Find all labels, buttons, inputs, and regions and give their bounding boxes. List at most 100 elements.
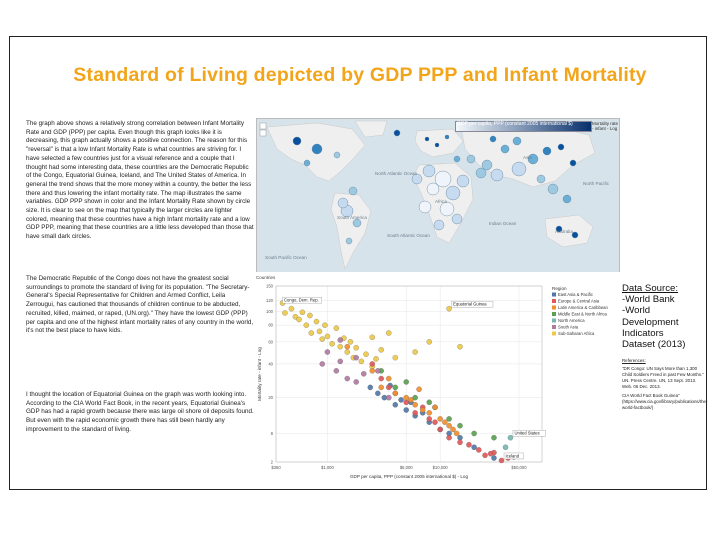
scatter-point[interactable]	[337, 343, 343, 350]
map-country-bubble[interactable]	[345, 237, 353, 245]
legend-item[interactable]: North America	[558, 318, 585, 323]
map-country-bubble[interactable]	[466, 154, 476, 164]
legend-item[interactable]: South Asia	[558, 325, 579, 330]
scatter-point[interactable]	[296, 316, 302, 323]
map-country-bubble[interactable]	[348, 186, 358, 196]
scatter-point[interactable]	[403, 407, 409, 413]
scatter-point[interactable]	[361, 371, 367, 377]
scatter-point[interactable]	[378, 347, 384, 353]
legend-item[interactable]: Sub-Saharan Africa	[558, 331, 595, 336]
scatter-point[interactable]	[412, 402, 418, 408]
scatter-point[interactable]	[375, 368, 381, 374]
scatter-point[interactable]	[446, 422, 452, 429]
scatter-point[interactable]	[369, 368, 376, 374]
map-country-bubble[interactable]	[422, 164, 436, 178]
scatter-point[interactable]	[432, 404, 438, 411]
scatter-point[interactable]	[426, 416, 432, 422]
map-country-bubble[interactable]	[571, 231, 579, 239]
scatter-point[interactable]	[437, 416, 443, 422]
scatter-point[interactable]	[347, 339, 354, 345]
map-country-bubble[interactable]	[411, 173, 423, 185]
scatter-point[interactable]	[329, 341, 335, 347]
scatter-point[interactable]	[333, 325, 340, 331]
scatter-point[interactable]	[322, 322, 328, 328]
map-country-bubble[interactable]	[445, 185, 461, 201]
map-country-bubble[interactable]	[569, 159, 577, 167]
map-country-bubble[interactable]	[303, 159, 311, 167]
scatter-point[interactable]	[386, 394, 392, 401]
map-country-bubble[interactable]	[433, 219, 445, 231]
scatter-point[interactable]	[386, 384, 392, 391]
scatter-point[interactable]	[450, 426, 456, 433]
scatter-point[interactable]	[386, 330, 392, 336]
scatter-point[interactable]	[457, 422, 463, 429]
legend-item[interactable]: Middle East & North Africa	[558, 312, 608, 317]
scatter-point[interactable]	[369, 334, 376, 341]
scatter-point[interactable]	[446, 434, 452, 441]
scatter-point[interactable]	[446, 305, 452, 312]
map-country-bubble[interactable]	[490, 168, 504, 182]
scatter-point[interactable]	[412, 394, 418, 401]
scatter-point[interactable]	[432, 419, 438, 425]
scatter-point[interactable]	[337, 337, 343, 343]
map-country-bubble[interactable]	[424, 136, 430, 142]
scatter-point[interactable]	[299, 309, 306, 316]
scatter-point[interactable]	[392, 402, 399, 408]
scatter-point[interactable]	[344, 343, 350, 350]
map-zoom-controls[interactable]	[259, 122, 267, 137]
map-country-bubble[interactable]	[418, 200, 432, 214]
scatter-point[interactable]	[442, 419, 448, 425]
scatter-point[interactable]	[416, 386, 422, 393]
scatter-point[interactable]	[324, 333, 331, 340]
map-country-bubble[interactable]	[453, 155, 461, 163]
scatter-point[interactable]	[353, 379, 359, 385]
scatter-point[interactable]	[437, 426, 443, 433]
map-country-bubble[interactable]	[444, 134, 450, 140]
scatter-point[interactable]	[307, 312, 313, 319]
map-country-bubble[interactable]	[456, 174, 470, 188]
map-country-bubble[interactable]	[439, 201, 455, 217]
map-country-bubble[interactable]	[527, 153, 539, 165]
legend-item[interactable]: Latin America & Caribbean	[558, 305, 608, 310]
legend-item[interactable]: East Asia & Pacific	[558, 292, 593, 297]
scatter-point[interactable]	[426, 399, 432, 406]
map-country-bubble[interactable]	[352, 218, 362, 228]
scatter-point[interactable]	[282, 310, 288, 316]
legend-swatch[interactable]	[552, 292, 556, 297]
scatter-point[interactable]	[313, 318, 320, 325]
map-country-bubble[interactable]	[557, 143, 565, 151]
map-country-bubble[interactable]	[511, 161, 527, 177]
map-country-bubble[interactable]	[562, 194, 572, 204]
scatter-point[interactable]	[457, 434, 463, 441]
legend-swatch[interactable]	[552, 318, 556, 323]
scatter-point[interactable]	[398, 397, 404, 403]
map-country-bubble[interactable]	[500, 144, 510, 154]
scatter-point[interactable]	[344, 375, 350, 382]
scatter-point[interactable]	[392, 390, 399, 397]
scatter-point[interactable]	[333, 368, 340, 374]
scatter-point[interactable]	[353, 354, 359, 361]
scatter-point[interactable]	[316, 328, 323, 335]
scatter-point[interactable]	[344, 349, 350, 355]
scatter-point[interactable]	[369, 361, 376, 367]
map-country-bubble[interactable]	[555, 225, 563, 233]
legend-swatch[interactable]	[552, 331, 556, 336]
map-country-bubble[interactable]	[475, 167, 487, 179]
map-country-bubble[interactable]	[292, 136, 302, 146]
map-country-bubble[interactable]	[536, 174, 546, 184]
scatter-point[interactable]	[471, 430, 477, 437]
map-country-bubble[interactable]	[434, 170, 452, 188]
scatter-point[interactable]	[446, 416, 452, 422]
map-country-bubble[interactable]	[393, 129, 401, 137]
scatter-point[interactable]	[466, 442, 472, 448]
scatter-point[interactable]	[507, 434, 514, 441]
scatter-point[interactable]	[491, 455, 497, 461]
map-country-bubble[interactable]	[542, 146, 552, 156]
map-country-bubble[interactable]	[434, 142, 440, 148]
map-country-bubble[interactable]	[333, 151, 341, 159]
scatter-point[interactable]	[358, 358, 365, 365]
scatter-point[interactable]	[457, 439, 463, 446]
scatter-point[interactable]	[303, 322, 310, 328]
scatter-point[interactable]	[392, 384, 399, 391]
map-country-bubble[interactable]	[547, 183, 559, 195]
